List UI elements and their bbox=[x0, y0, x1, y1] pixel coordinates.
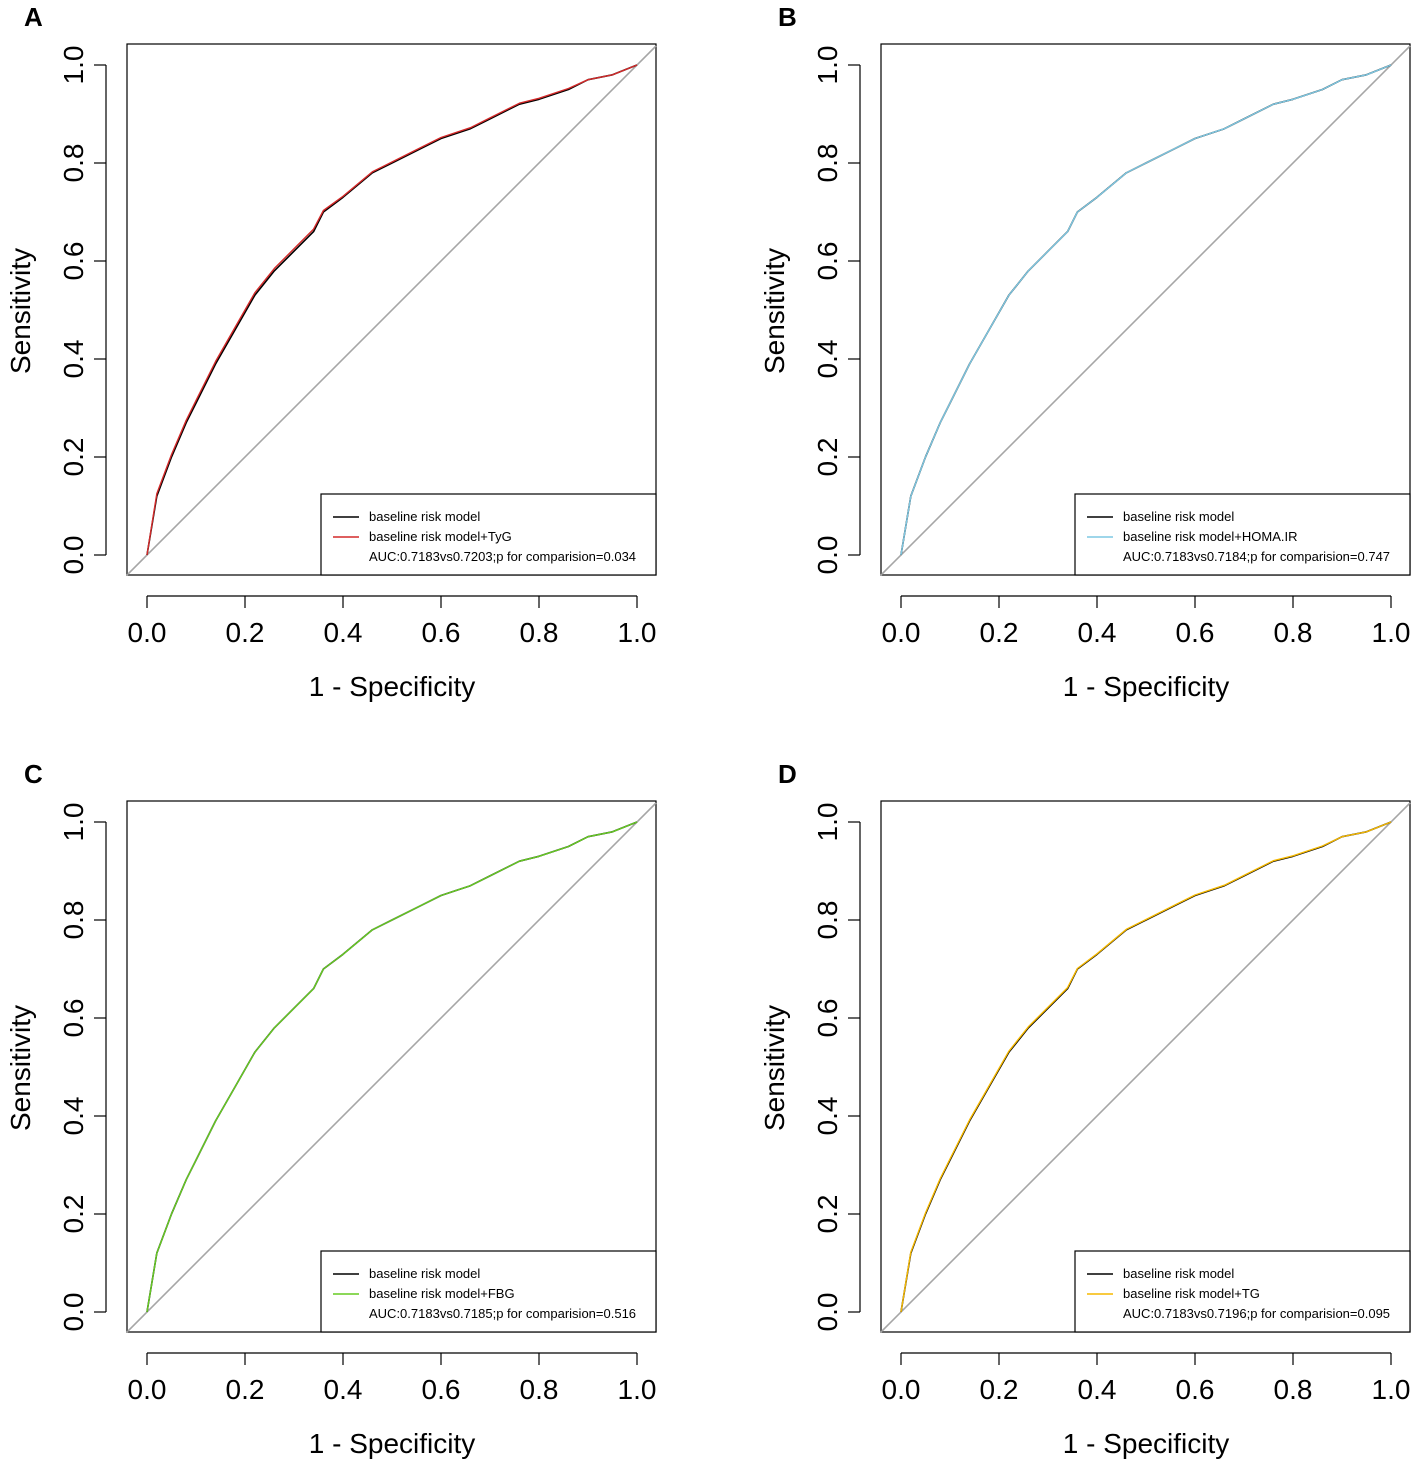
legend-label: baseline risk model bbox=[369, 1266, 480, 1281]
x-tick-label: 0.0 bbox=[882, 1374, 921, 1405]
legend-label: baseline risk model bbox=[1123, 509, 1234, 524]
y-axis-title: Sensitivity bbox=[5, 248, 36, 374]
y-tick-label: 0.6 bbox=[812, 242, 843, 281]
y-tick-label: 0.6 bbox=[812, 999, 843, 1038]
x-tick-label: 0.6 bbox=[422, 1374, 461, 1405]
roc-panel-c: C 0.0 0.2 0.4 0.6 0.8 1.0 0.0 0.2 0.4 0.6 0.8 1.0 1 -… bbox=[5, 759, 657, 1459]
legend-label: baseline risk model+TyG bbox=[369, 529, 512, 544]
auc-annotation: AUC:0.7183vs0.7185;p for comparision=0.5… bbox=[369, 1306, 636, 1321]
y-tick-label: 0.0 bbox=[58, 536, 89, 575]
roc-curve-augmented bbox=[900, 64, 1392, 556]
y-tick-label: 0.2 bbox=[58, 1195, 89, 1234]
x-tick-label: 0.6 bbox=[1176, 1374, 1215, 1405]
x-tick-label: 0.4 bbox=[324, 617, 363, 648]
x-axis-title: 1 - Specificity bbox=[309, 671, 476, 702]
y-tick-label: 0.6 bbox=[58, 999, 89, 1038]
x-tick-label: 1.0 bbox=[1372, 617, 1411, 648]
x-tick-label: 0.2 bbox=[980, 617, 1019, 648]
y-tick-label: 0.2 bbox=[812, 438, 843, 477]
x-tick-label: 0.4 bbox=[1078, 1374, 1117, 1405]
x-tick-label: 0.0 bbox=[882, 617, 921, 648]
legend-label: baseline risk model+FBG bbox=[369, 1286, 515, 1301]
legend: baseline risk model baseline risk model+H… bbox=[1074, 493, 1411, 576]
roc-panel-a: A 0.0 0.2 0.4 0.6 0.8 1.0 0.0 0.2 0.4 0.6 0.8 1.0 1 -… bbox=[5, 2, 657, 702]
y-tick-label: 1.0 bbox=[58, 46, 89, 85]
x-tick-label: 1.0 bbox=[618, 1374, 657, 1405]
y-tick-label: 0.4 bbox=[58, 1097, 89, 1136]
x-tick-label: 1.0 bbox=[1372, 1374, 1411, 1405]
y-tick-label: 0.8 bbox=[58, 901, 89, 940]
legend: baseline risk model baseline risk model+F… bbox=[320, 1250, 657, 1333]
y-tick-label: 0.6 bbox=[58, 242, 89, 281]
auc-annotation: AUC:0.7183vs0.7196;p for comparision=0.0… bbox=[1123, 1306, 1390, 1321]
auc-annotation: AUC:0.7183vs0.7184;p for comparision=0.7… bbox=[1123, 549, 1390, 564]
y-tick-label: 1.0 bbox=[812, 803, 843, 842]
reference-diagonal-line bbox=[126, 45, 657, 576]
y-tick-label: 0.4 bbox=[58, 340, 89, 379]
legend-label: baseline risk model bbox=[369, 509, 480, 524]
y-tick-label: 0.4 bbox=[812, 340, 843, 379]
y-tick-label: 1.0 bbox=[58, 803, 89, 842]
y-tick-label: 0.2 bbox=[812, 1195, 843, 1234]
y-tick-label: 0.8 bbox=[58, 144, 89, 183]
x-tick-label: 0.2 bbox=[226, 1374, 265, 1405]
roc-panel-b: B 0.0 0.2 0.4 0.6 0.8 1.0 0.0 0.2 0.4 0.6 0.8 1.0 1 -… bbox=[759, 2, 1411, 702]
y-tick-label: 0.0 bbox=[812, 536, 843, 575]
y-tick-label: 0.0 bbox=[58, 1293, 89, 1332]
y-axis-title: Sensitivity bbox=[759, 1005, 790, 1131]
roc-curve-augmented bbox=[146, 64, 638, 556]
panel-label: C bbox=[24, 759, 43, 789]
x-axis-title: 1 - Specificity bbox=[1063, 1428, 1230, 1459]
x-tick-label: 0.8 bbox=[520, 617, 559, 648]
x-axis-title: 1 - Specificity bbox=[1063, 671, 1230, 702]
x-tick-label: 0.2 bbox=[980, 1374, 1019, 1405]
y-tick-label: 0.4 bbox=[812, 1097, 843, 1136]
x-tick-label: 0.8 bbox=[520, 1374, 559, 1405]
x-tick-label: 0.8 bbox=[1274, 1374, 1313, 1405]
y-axis-title: Sensitivity bbox=[759, 248, 790, 374]
roc-curve-baseline bbox=[146, 64, 638, 556]
y-axis-title: Sensitivity bbox=[5, 1005, 36, 1131]
x-tick-label: 0.2 bbox=[226, 617, 265, 648]
reference-diagonal-line bbox=[880, 802, 1411, 1333]
legend: baseline risk model baseline risk model+T… bbox=[1074, 1250, 1411, 1333]
x-tick-label: 0.0 bbox=[128, 617, 167, 648]
x-tick-label: 0.4 bbox=[324, 1374, 363, 1405]
roc-curve-augmented bbox=[900, 821, 1392, 1313]
roc-panel-d: D 0.0 0.2 0.4 0.6 0.8 1.0 0.0 0.2 0.4 0.6 0.8 1.0 1 -… bbox=[759, 759, 1411, 1459]
legend: baseline risk model baseline risk model+T… bbox=[320, 493, 657, 576]
y-tick-label: 0.0 bbox=[812, 1293, 843, 1332]
x-axis-title: 1 - Specificity bbox=[309, 1428, 476, 1459]
auc-annotation: AUC:0.7183vs0.7203;p for comparision=0.0… bbox=[369, 549, 636, 564]
panel-label: D bbox=[778, 759, 797, 789]
x-tick-label: 1.0 bbox=[618, 617, 657, 648]
y-tick-label: 1.0 bbox=[812, 46, 843, 85]
legend-box bbox=[1074, 493, 1411, 576]
panel-label: A bbox=[24, 2, 43, 32]
x-tick-label: 0.6 bbox=[1176, 617, 1215, 648]
legend-box bbox=[320, 1250, 657, 1333]
x-tick-label: 0.6 bbox=[422, 617, 461, 648]
y-tick-label: 0.8 bbox=[812, 901, 843, 940]
x-tick-label: 0.0 bbox=[128, 1374, 167, 1405]
reference-diagonal-line bbox=[880, 45, 1411, 576]
legend-box bbox=[320, 493, 657, 576]
legend-label: baseline risk model+TG bbox=[1123, 1286, 1260, 1301]
x-tick-label: 0.4 bbox=[1078, 617, 1117, 648]
reference-diagonal-line bbox=[126, 802, 657, 1333]
x-tick-label: 0.8 bbox=[1274, 617, 1313, 648]
roc-curve-augmented bbox=[146, 821, 638, 1313]
panel-label: B bbox=[778, 2, 797, 32]
legend-label: baseline risk model bbox=[1123, 1266, 1234, 1281]
y-tick-label: 0.2 bbox=[58, 438, 89, 477]
legend-label: baseline risk model+HOMA.IR bbox=[1123, 529, 1297, 544]
y-tick-label: 0.8 bbox=[812, 144, 843, 183]
legend-box bbox=[1074, 1250, 1411, 1333]
